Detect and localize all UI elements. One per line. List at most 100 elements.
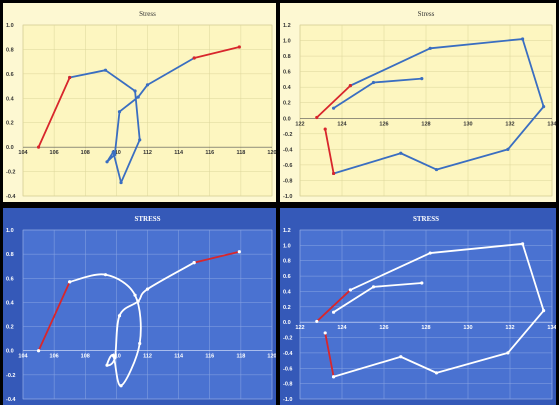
x-tick-label: 128 bbox=[421, 121, 430, 127]
y-tick-label: 1.0 bbox=[283, 39, 291, 45]
x-tick-label: 124 bbox=[337, 325, 347, 331]
x-tick-label: 120 bbox=[267, 150, 276, 156]
series-line-blue bbox=[68, 57, 196, 184]
series-line-blue bbox=[332, 38, 545, 175]
data-point bbox=[133, 293, 137, 297]
x-tick-label: 122 bbox=[295, 325, 304, 331]
y-tick-label: 1.2 bbox=[283, 23, 291, 29]
x-tick-label: 106 bbox=[50, 150, 59, 156]
x-tick-label: 126 bbox=[379, 325, 388, 331]
y-tick-label: 0.0 bbox=[6, 349, 14, 355]
data-point bbox=[521, 242, 525, 246]
data-point bbox=[521, 37, 525, 41]
chart-panel-bottom-right: STRESS -1.0 -0.8 -0.6 -0.4 -0.2 0.0 0.2 0.4 0.6 0.… bbox=[280, 208, 556, 405]
chart-title: STRESS bbox=[134, 215, 160, 223]
chart-bottom-right: STRESS -1.0 -0.8 -0.6 -0.4 -0.2 0.0 0.2 0.4 0.6 0.… bbox=[280, 208, 556, 405]
y-tick-label: 0.8 bbox=[6, 252, 14, 258]
data-point bbox=[119, 384, 123, 388]
data-point bbox=[145, 287, 150, 291]
y-tick-label: -0.8 bbox=[283, 178, 292, 184]
series-line-red bbox=[193, 46, 241, 59]
data-point bbox=[428, 251, 432, 255]
y-tick-label: 0.2 bbox=[283, 101, 291, 107]
x-tick-label: 114 bbox=[174, 150, 184, 156]
data-point bbox=[113, 152, 117, 157]
y-tick-label: -0.8 bbox=[283, 382, 292, 388]
data-point bbox=[315, 319, 319, 324]
data-point bbox=[133, 89, 137, 93]
data-point bbox=[323, 331, 327, 335]
x-tick-label: 108 bbox=[81, 354, 90, 360]
data-point bbox=[399, 151, 403, 155]
y-tick-label: 0.6 bbox=[283, 274, 291, 280]
x-tick-label: 112 bbox=[143, 150, 152, 156]
data-point bbox=[113, 356, 117, 360]
data-point bbox=[138, 138, 142, 142]
y-tick-label: 1.2 bbox=[283, 228, 291, 234]
x-tick-label: 130 bbox=[463, 325, 472, 331]
data-point bbox=[371, 285, 376, 289]
data-point bbox=[111, 150, 115, 154]
data-point bbox=[117, 314, 122, 318]
data-point bbox=[428, 46, 432, 50]
data-point bbox=[506, 351, 510, 355]
x-tick-label: 116 bbox=[205, 354, 214, 360]
chart-title: STRESS bbox=[413, 215, 439, 223]
x-tick-label: 104 bbox=[18, 150, 28, 156]
y-tick-label: 1.0 bbox=[283, 243, 291, 249]
data-point bbox=[434, 371, 439, 375]
data-point bbox=[111, 353, 115, 358]
y-tick-label: 0.2 bbox=[6, 325, 14, 331]
x-tick-label: 124 bbox=[337, 121, 347, 127]
data-point bbox=[332, 106, 336, 110]
y-tick-label: -0.4 bbox=[283, 351, 293, 357]
data-point bbox=[136, 95, 140, 99]
y-tick-label: 0.4 bbox=[6, 96, 15, 102]
x-tick-label: 106 bbox=[50, 354, 59, 360]
series-line-red bbox=[315, 289, 352, 323]
data-point bbox=[68, 75, 72, 80]
chart-top-right: Stress -1.0 -0.8 -0.6 -0.4 -0.2 0.0 0.2 0.4 0.6 0.… bbox=[280, 3, 556, 202]
series-line-red bbox=[324, 332, 335, 378]
data-point bbox=[68, 280, 72, 284]
x-tick-label: 118 bbox=[236, 150, 245, 156]
data-point bbox=[136, 299, 140, 303]
data-point bbox=[103, 68, 108, 72]
x-tick-label: 132 bbox=[505, 325, 514, 331]
data-point bbox=[399, 355, 403, 359]
data-point bbox=[434, 167, 439, 172]
y-tick-label: -0.4 bbox=[6, 397, 16, 403]
data-point bbox=[192, 260, 196, 265]
data-point bbox=[117, 110, 122, 114]
y-tick-label: -1.0 bbox=[283, 194, 292, 200]
y-tick-label: 1.0 bbox=[6, 23, 14, 29]
data-point bbox=[119, 180, 123, 185]
y-tick-label: 0.0 bbox=[283, 320, 291, 326]
data-point bbox=[237, 250, 241, 254]
data-point bbox=[371, 80, 376, 85]
data-point bbox=[542, 309, 546, 313]
y-tick-label: 0.8 bbox=[6, 47, 14, 53]
x-tick-label: 110 bbox=[112, 150, 121, 156]
y-tick-label: -1.0 bbox=[283, 397, 292, 403]
y-tick-label: 0.4 bbox=[283, 289, 292, 295]
series-line-white bbox=[332, 242, 545, 378]
data-point bbox=[506, 147, 510, 151]
x-tick-label: 114 bbox=[174, 354, 184, 360]
y-tick-label: 0.2 bbox=[6, 121, 14, 127]
data-point bbox=[332, 375, 336, 379]
y-tick-label: -0.2 bbox=[283, 336, 292, 342]
data-point bbox=[348, 288, 352, 292]
y-tick-label: -0.4 bbox=[283, 147, 293, 153]
y-tick-label: 1.0 bbox=[6, 228, 14, 234]
series-line-red bbox=[37, 281, 71, 352]
chart-panel-bottom-left: STRESS -0.4 -0.2 0.0 0.2 0.4 0.6 0.8 1.0 104 106 10… bbox=[3, 208, 276, 405]
chart-title: Stress bbox=[418, 10, 435, 18]
data-point bbox=[145, 83, 150, 87]
data-point bbox=[420, 77, 424, 81]
data-point bbox=[315, 115, 319, 120]
data-point bbox=[332, 171, 336, 176]
x-tick-label: 108 bbox=[81, 150, 90, 156]
x-tick-label: 128 bbox=[421, 325, 430, 331]
y-tick-label: 0.8 bbox=[283, 54, 291, 60]
